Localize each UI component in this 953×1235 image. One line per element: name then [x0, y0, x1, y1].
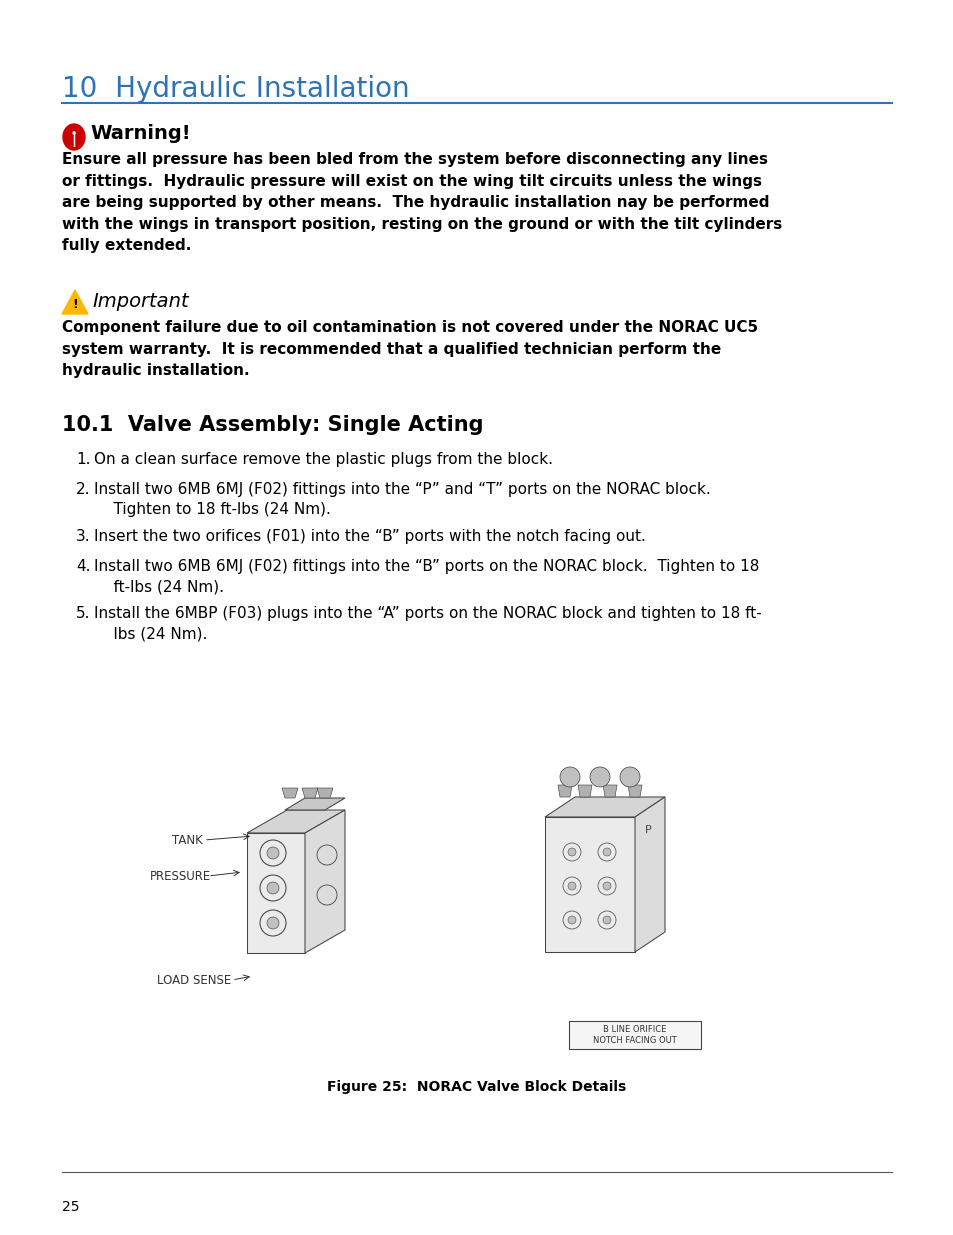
Text: 3.: 3.	[76, 529, 91, 543]
Text: 10  Hydraulic Installation: 10 Hydraulic Installation	[62, 75, 409, 103]
Text: LOAD SENSE: LOAD SENSE	[157, 973, 231, 987]
Text: •: •	[71, 128, 77, 140]
Circle shape	[589, 767, 609, 787]
Polygon shape	[302, 788, 317, 798]
Text: P: P	[644, 825, 651, 835]
Circle shape	[619, 767, 639, 787]
Text: B LINE ORIFICE
NOTCH FACING OUT: B LINE ORIFICE NOTCH FACING OUT	[593, 1025, 677, 1045]
Text: 5.: 5.	[76, 606, 91, 621]
Circle shape	[602, 882, 610, 890]
Polygon shape	[602, 785, 617, 797]
Text: On a clean surface remove the plastic plugs from the block.: On a clean surface remove the plastic pl…	[94, 452, 553, 467]
Polygon shape	[316, 788, 333, 798]
Polygon shape	[282, 788, 297, 798]
Ellipse shape	[63, 124, 85, 149]
Polygon shape	[305, 810, 345, 953]
Polygon shape	[247, 810, 345, 832]
Text: Install two 6MB 6MJ (F02) fittings into the “P” and “T” ports on the NORAC block: Install two 6MB 6MJ (F02) fittings into …	[94, 482, 710, 517]
Text: Insert the two orifices (F01) into the “B” ports with the notch facing out.: Insert the two orifices (F01) into the “…	[94, 529, 645, 543]
Text: 1.: 1.	[76, 452, 91, 467]
Text: |: |	[71, 133, 76, 147]
Polygon shape	[62, 290, 88, 314]
Polygon shape	[544, 797, 664, 818]
Polygon shape	[247, 832, 305, 953]
Text: Install two 6MB 6MJ (F02) fittings into the “B” ports on the NORAC block.  Tight: Install two 6MB 6MJ (F02) fittings into …	[94, 559, 759, 594]
Circle shape	[267, 847, 278, 860]
Circle shape	[567, 848, 576, 856]
Polygon shape	[285, 798, 345, 810]
Text: Warning!: Warning!	[90, 124, 191, 143]
Text: PRESSURE: PRESSURE	[150, 869, 211, 883]
Polygon shape	[544, 818, 635, 952]
Text: TANK: TANK	[172, 834, 203, 846]
Circle shape	[267, 882, 278, 894]
Polygon shape	[627, 785, 641, 797]
Text: !: !	[72, 299, 78, 311]
Text: 10.1  Valve Assembly: Single Acting: 10.1 Valve Assembly: Single Acting	[62, 415, 483, 435]
FancyBboxPatch shape	[568, 1021, 700, 1049]
Text: 25: 25	[62, 1200, 79, 1214]
Circle shape	[567, 882, 576, 890]
Polygon shape	[558, 785, 572, 797]
Text: Component failure due to oil contamination is not covered under the NORAC UC5
sy: Component failure due to oil contaminati…	[62, 320, 758, 378]
Circle shape	[602, 916, 610, 924]
Text: Figure 25:  NORAC Valve Block Details: Figure 25: NORAC Valve Block Details	[327, 1079, 626, 1094]
Circle shape	[267, 918, 278, 929]
Text: 2.: 2.	[76, 482, 91, 496]
Text: Install the 6MBP (F03) plugs into the “A” ports on the NORAC block and tighten t: Install the 6MBP (F03) plugs into the “A…	[94, 606, 760, 641]
Polygon shape	[578, 785, 592, 797]
Circle shape	[559, 767, 579, 787]
Circle shape	[602, 848, 610, 856]
Polygon shape	[635, 797, 664, 952]
Text: Ensure all pressure has been bled from the system before disconnecting any lines: Ensure all pressure has been bled from t…	[62, 152, 781, 253]
Circle shape	[567, 916, 576, 924]
Text: 4.: 4.	[76, 559, 91, 574]
Text: Important: Important	[91, 291, 189, 311]
